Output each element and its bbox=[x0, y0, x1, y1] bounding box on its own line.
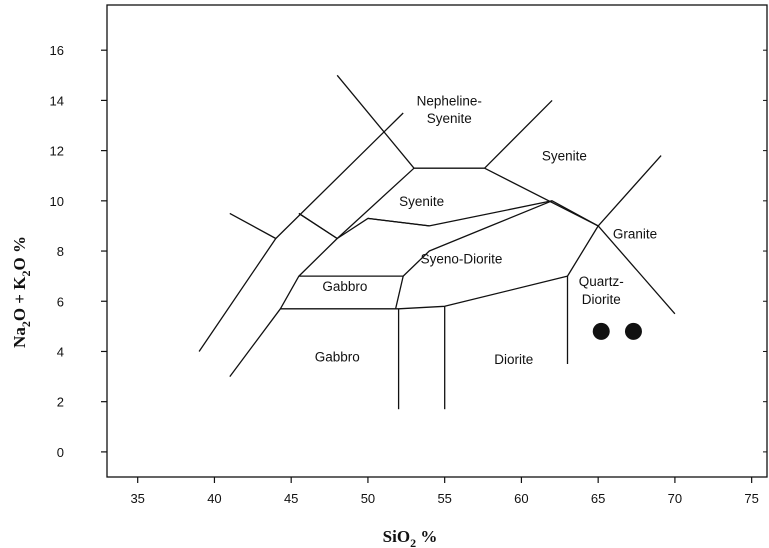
x-tick-label: 65 bbox=[591, 491, 605, 506]
field-label: Syeno-Diorite bbox=[421, 252, 503, 267]
field-labels: Nepheline- Syenite Syenite Syenite Granite Sy… bbox=[315, 93, 657, 367]
x-tick-label: 40 bbox=[207, 491, 221, 506]
field-boundary bbox=[198, 112, 404, 352]
x-tick-label: 35 bbox=[130, 491, 144, 506]
field-boundary bbox=[229, 212, 277, 240]
field-boundaries bbox=[198, 74, 676, 410]
field-boundary bbox=[402, 155, 662, 277]
y-tick-label: 16 bbox=[50, 43, 64, 58]
y-tick-label: 10 bbox=[50, 194, 64, 209]
x-tick-label: 55 bbox=[437, 491, 451, 506]
x-tick-label: 70 bbox=[668, 491, 682, 506]
field-boundary bbox=[279, 275, 404, 310]
y-tick-label: 6 bbox=[57, 294, 64, 309]
y-tick-label: 0 bbox=[57, 445, 64, 460]
data-point bbox=[624, 322, 642, 340]
data-points bbox=[592, 322, 642, 340]
field-boundary bbox=[298, 212, 338, 277]
field-label: Syenite bbox=[399, 194, 444, 209]
y-axis-title: Na2O + K2O % bbox=[10, 236, 33, 348]
field-label: Diorite bbox=[582, 292, 621, 307]
x-tick-label: 60 bbox=[514, 491, 528, 506]
y-tick-label: 2 bbox=[57, 395, 64, 410]
x-tick-label: 75 bbox=[744, 491, 758, 506]
field-label: Gabbro bbox=[322, 279, 367, 294]
data-point bbox=[592, 322, 610, 340]
field-label: Syenite bbox=[427, 111, 472, 126]
field-boundary bbox=[367, 217, 430, 227]
field-label: Syenite bbox=[542, 149, 587, 164]
y-tick-label: 8 bbox=[57, 244, 64, 259]
field-label: Nepheline- bbox=[417, 93, 482, 108]
field-label: Granite bbox=[613, 226, 657, 241]
field-label: Diorite bbox=[494, 352, 533, 367]
field-boundary bbox=[336, 74, 415, 169]
x-tick-label: 50 bbox=[361, 491, 375, 506]
x-axis-title: SiO2 % bbox=[383, 527, 438, 548]
y-tick-label: 14 bbox=[50, 93, 64, 108]
y-tick-label: 12 bbox=[50, 144, 64, 159]
x-tick-label: 45 bbox=[284, 491, 298, 506]
field-boundary bbox=[484, 99, 553, 169]
ticks: 35 40 45 50 55 60 65 70 75 0 2 4 6 8 10 12 14 16 bbox=[50, 43, 767, 506]
y-tick-label: 4 bbox=[57, 344, 64, 359]
field-label: Gabbro bbox=[315, 350, 360, 365]
plot-frame bbox=[106, 4, 768, 478]
field-label: Quartz- bbox=[579, 274, 624, 289]
field-boundary bbox=[336, 167, 599, 239]
